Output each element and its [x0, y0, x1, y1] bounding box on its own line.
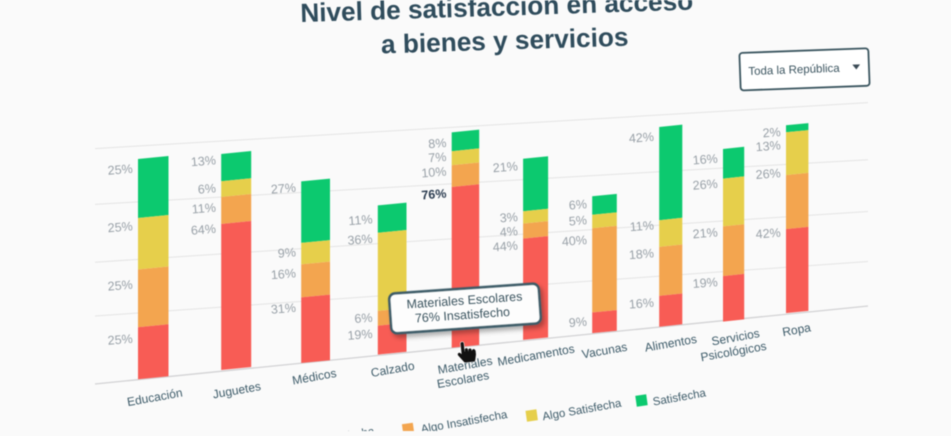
- svg-text:16%: 16%: [628, 296, 654, 312]
- svg-text:19%: 19%: [347, 327, 373, 343]
- svg-text:11%: 11%: [191, 201, 216, 217]
- svg-text:21%: 21%: [492, 159, 518, 175]
- svg-text:25%: 25%: [107, 278, 133, 294]
- svg-text:8%: 8%: [428, 136, 447, 151]
- svg-text:25%: 25%: [107, 219, 133, 235]
- svg-text:7%: 7%: [428, 150, 447, 165]
- svg-text:Ropa: Ropa: [781, 320, 812, 339]
- svg-text:42%: 42%: [628, 130, 654, 146]
- svg-text:26%: 26%: [755, 166, 781, 182]
- svg-text:9%: 9%: [568, 315, 587, 330]
- svg-text:16%: 16%: [270, 266, 296, 282]
- svg-text:25%: 25%: [107, 162, 133, 178]
- svg-text:31%: 31%: [270, 301, 296, 317]
- svg-text:16%: 16%: [692, 152, 718, 168]
- svg-text:42%: 42%: [755, 226, 781, 242]
- svg-text:27%: 27%: [270, 181, 296, 197]
- svg-text:19%: 19%: [692, 275, 718, 291]
- svg-text:76%: 76%: [421, 187, 447, 203]
- svg-text:11%: 11%: [629, 218, 654, 234]
- svg-text:6%: 6%: [568, 197, 587, 212]
- svg-text:5%: 5%: [568, 213, 587, 228]
- svg-text:36%: 36%: [347, 232, 373, 248]
- svg-text:4%: 4%: [499, 224, 518, 239]
- svg-text:2%: 2%: [762, 125, 781, 140]
- svg-text:3%: 3%: [499, 210, 518, 225]
- svg-text:40%: 40%: [561, 233, 587, 249]
- svg-text:9%: 9%: [277, 245, 296, 260]
- svg-text:76% Insatisfecho: 76% Insatisfecho: [414, 305, 510, 326]
- svg-text:13%: 13%: [190, 153, 216, 169]
- svg-text:44%: 44%: [492, 239, 518, 255]
- svg-text:10%: 10%: [421, 165, 447, 181]
- svg-text:6%: 6%: [354, 311, 373, 326]
- svg-text:25%: 25%: [107, 332, 133, 348]
- svg-text:21%: 21%: [692, 225, 718, 241]
- svg-text:26%: 26%: [692, 177, 718, 193]
- svg-text:64%: 64%: [190, 222, 216, 238]
- svg-text:6%: 6%: [197, 181, 216, 196]
- svg-text:13%: 13%: [755, 138, 781, 154]
- svg-text:Toda la República: Toda la República: [748, 63, 840, 78]
- svg-text:18%: 18%: [628, 246, 654, 262]
- svg-text:11%: 11%: [348, 212, 373, 228]
